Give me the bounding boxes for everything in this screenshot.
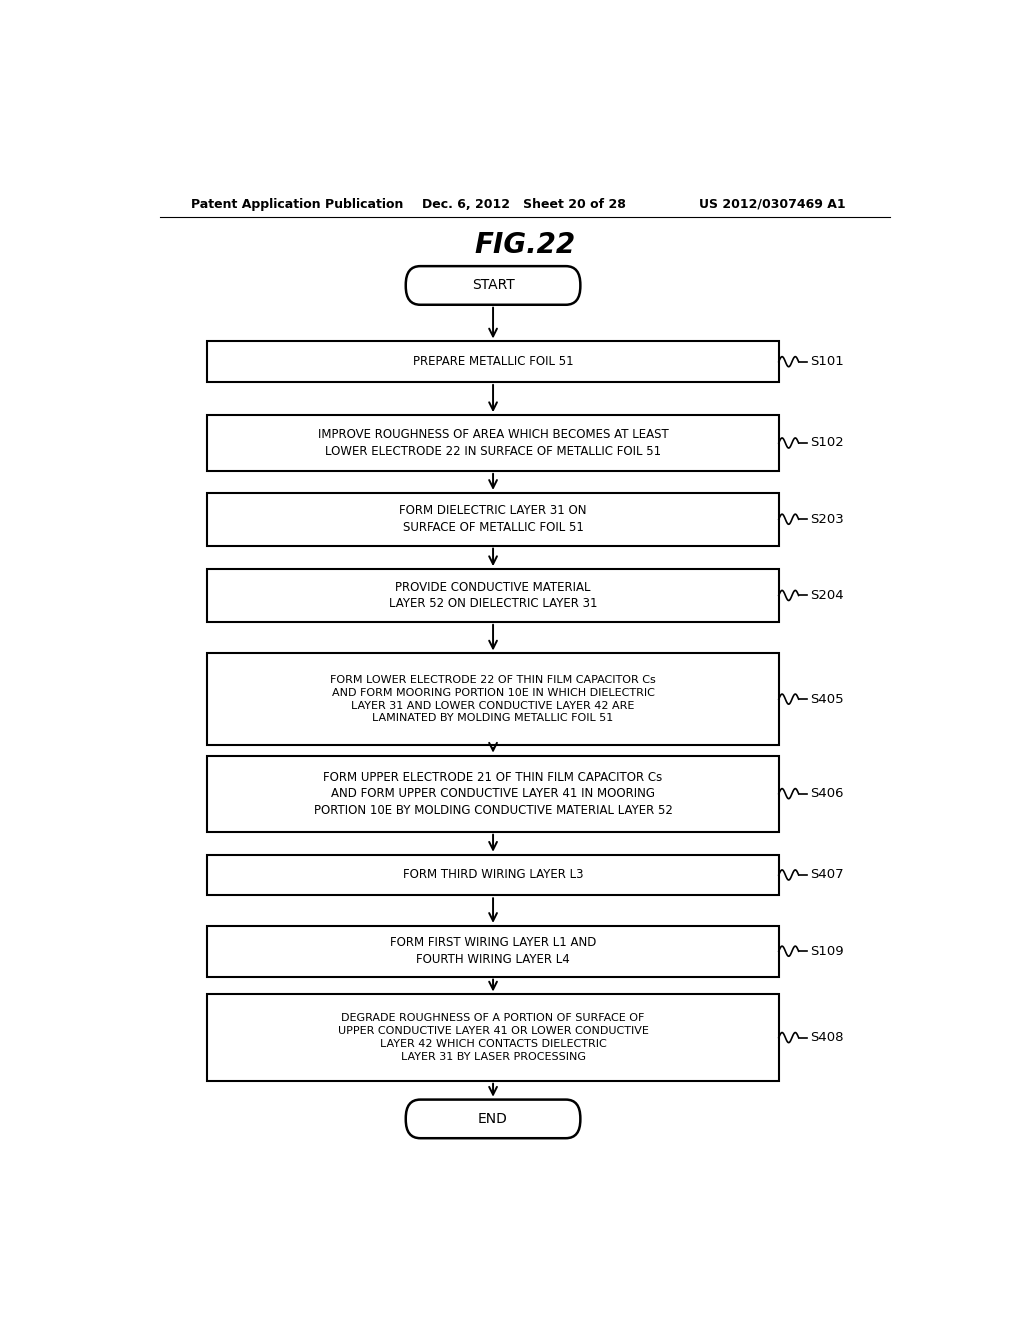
Text: S203: S203 — [811, 512, 844, 525]
Text: S204: S204 — [811, 589, 844, 602]
FancyBboxPatch shape — [406, 1100, 581, 1138]
Text: US 2012/0307469 A1: US 2012/0307469 A1 — [699, 198, 846, 211]
FancyBboxPatch shape — [207, 492, 778, 545]
Text: S102: S102 — [811, 437, 844, 450]
FancyBboxPatch shape — [207, 994, 778, 1081]
Text: S405: S405 — [811, 693, 844, 706]
Text: S408: S408 — [811, 1031, 844, 1044]
Text: S406: S406 — [811, 787, 844, 800]
Text: FORM FIRST WIRING LAYER L1 AND
FOURTH WIRING LAYER L4: FORM FIRST WIRING LAYER L1 AND FOURTH WI… — [390, 936, 596, 966]
Text: Patent Application Publication: Patent Application Publication — [191, 198, 403, 211]
FancyBboxPatch shape — [207, 342, 778, 381]
FancyBboxPatch shape — [207, 653, 778, 744]
Text: START: START — [472, 279, 514, 293]
Text: S109: S109 — [811, 945, 844, 958]
Text: END: END — [478, 1111, 508, 1126]
FancyBboxPatch shape — [207, 925, 778, 977]
Text: FORM LOWER ELECTRODE 22 OF THIN FILM CAPACITOR Cs
AND FORM MOORING PORTION 10E I: FORM LOWER ELECTRODE 22 OF THIN FILM CAP… — [330, 675, 656, 723]
FancyBboxPatch shape — [207, 569, 778, 622]
Text: FIG.22: FIG.22 — [474, 231, 575, 259]
Text: S407: S407 — [811, 869, 844, 882]
Text: FORM THIRD WIRING LAYER L3: FORM THIRD WIRING LAYER L3 — [402, 869, 584, 882]
Text: IMPROVE ROUGHNESS OF AREA WHICH BECOMES AT LEAST
LOWER ELECTRODE 22 IN SURFACE O: IMPROVE ROUGHNESS OF AREA WHICH BECOMES … — [317, 428, 669, 458]
FancyBboxPatch shape — [207, 755, 778, 832]
FancyBboxPatch shape — [207, 414, 778, 471]
Text: DEGRADE ROUGHNESS OF A PORTION OF SURFACE OF
UPPER CONDUCTIVE LAYER 41 OR LOWER : DEGRADE ROUGHNESS OF A PORTION OF SURFAC… — [338, 1014, 648, 1061]
Text: PREPARE METALLIC FOIL 51: PREPARE METALLIC FOIL 51 — [413, 355, 573, 368]
Text: FORM DIELECTRIC LAYER 31 ON
SURFACE OF METALLIC FOIL 51: FORM DIELECTRIC LAYER 31 ON SURFACE OF M… — [399, 504, 587, 535]
Text: PROVIDE CONDUCTIVE MATERIAL
LAYER 52 ON DIELECTRIC LAYER 31: PROVIDE CONDUCTIVE MATERIAL LAYER 52 ON … — [389, 581, 597, 610]
Text: Dec. 6, 2012   Sheet 20 of 28: Dec. 6, 2012 Sheet 20 of 28 — [422, 198, 626, 211]
FancyBboxPatch shape — [406, 267, 581, 305]
Text: S101: S101 — [811, 355, 844, 368]
Text: FORM UPPER ELECTRODE 21 OF THIN FILM CAPACITOR Cs
AND FORM UPPER CONDUCTIVE LAYE: FORM UPPER ELECTRODE 21 OF THIN FILM CAP… — [313, 771, 673, 817]
FancyBboxPatch shape — [207, 854, 778, 895]
